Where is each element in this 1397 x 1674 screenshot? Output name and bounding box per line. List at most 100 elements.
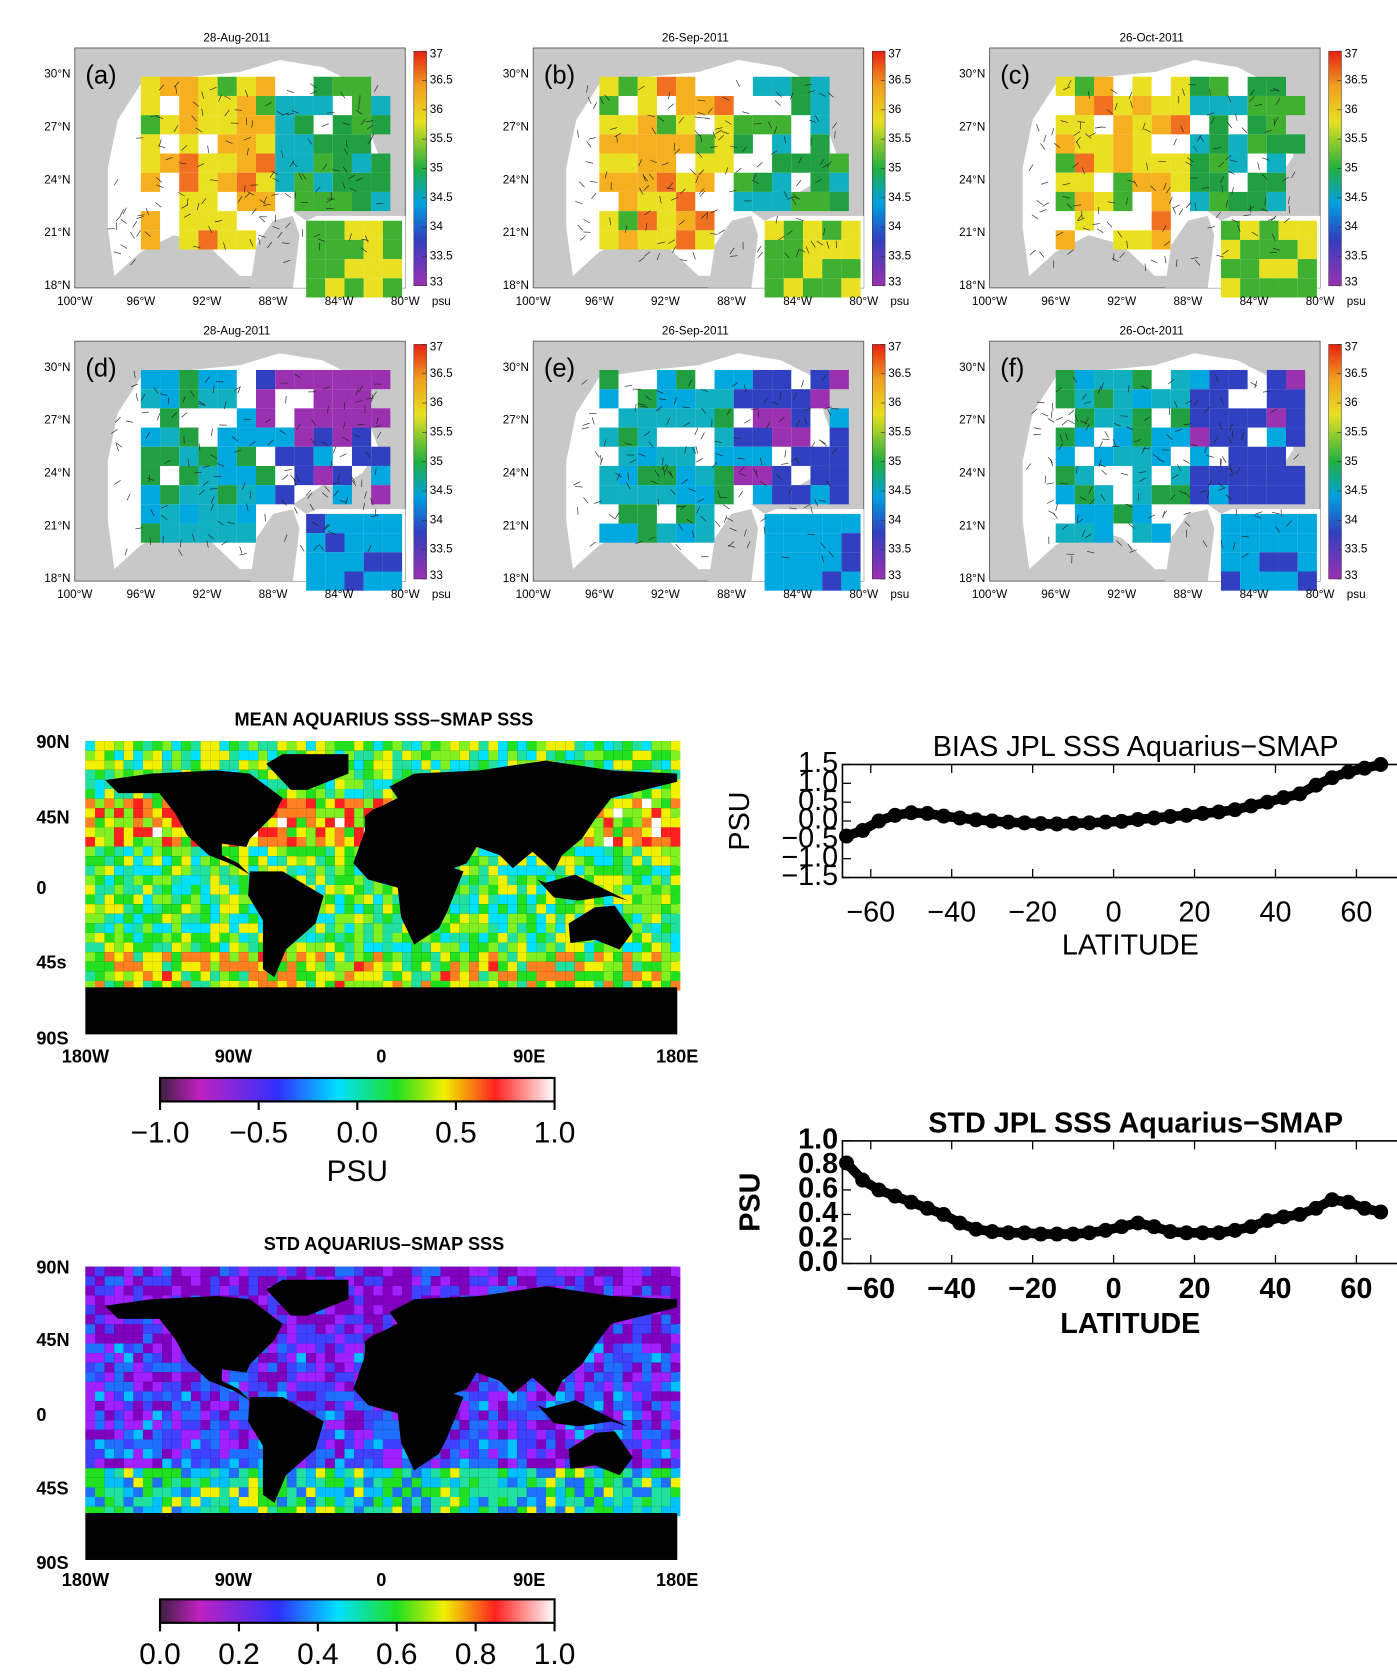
- map-cell: [105, 1420, 115, 1430]
- map-cell: [613, 1487, 623, 1497]
- map-cell: [460, 914, 470, 924]
- salinity-cell: [1075, 96, 1094, 115]
- map-cell: [565, 741, 575, 751]
- map-cell: [412, 943, 422, 953]
- lon-label: 88°W: [259, 295, 289, 308]
- map-cell: [297, 808, 307, 818]
- map-cell: [325, 1497, 335, 1507]
- map-cell: [181, 1439, 191, 1449]
- salinity-cell: [141, 504, 160, 523]
- salinity-cell: [218, 447, 237, 466]
- lon-label: 84°W: [325, 295, 355, 308]
- salinity-cell: [1190, 96, 1209, 115]
- salinity-cell: [772, 77, 791, 96]
- map-cell: [172, 933, 182, 943]
- map-cell: [652, 933, 662, 943]
- map-cell: [671, 971, 681, 981]
- map-cell: [383, 914, 393, 924]
- map-cell: [249, 856, 259, 866]
- map-cell: [239, 952, 249, 962]
- map-cell: [652, 1382, 662, 1392]
- map-cell: [431, 1478, 441, 1488]
- map-cell: [181, 1420, 191, 1430]
- map-cell: [661, 1497, 671, 1507]
- map-cell: [297, 1363, 307, 1373]
- map-cell: [172, 1286, 182, 1296]
- map-cell: [584, 1391, 594, 1401]
- map-cell: [114, 933, 124, 943]
- map-cell: [191, 895, 201, 905]
- map-cell: [153, 856, 163, 866]
- salinity-cell: [791, 428, 810, 447]
- colorbar-tick-label: 36.5: [888, 74, 911, 87]
- map-cell: [181, 914, 191, 924]
- map-cell: [85, 770, 95, 780]
- map-cell: [517, 1391, 527, 1401]
- map-cell: [479, 751, 489, 761]
- map-cell: [124, 1363, 134, 1373]
- salinity-cell: [791, 447, 810, 466]
- map-cell: [373, 1411, 383, 1421]
- map-cell: [220, 1286, 230, 1296]
- map-cell: [306, 962, 316, 972]
- salinity-cell: [657, 230, 676, 249]
- gulf-panel: 28-Aug-2011(a)30°N27°N24°N21°N18°N100°W9…: [44, 31, 453, 307]
- map-cell: [316, 847, 326, 857]
- map-cell: [143, 808, 153, 818]
- map-cell: [345, 856, 355, 866]
- map-cell: [85, 837, 95, 847]
- map-cell: [220, 1401, 230, 1411]
- lon-label: 96°W: [126, 588, 156, 601]
- map-cell: [239, 1420, 249, 1430]
- map-cell: [469, 1267, 479, 1277]
- map-cell: [469, 1411, 479, 1421]
- salinity-cell: [256, 115, 275, 134]
- map-cell: [488, 875, 498, 885]
- map-cell: [143, 1439, 153, 1449]
- colorbar-tick-label: 33: [888, 569, 901, 582]
- map-cell: [249, 1497, 259, 1507]
- lat-label: 27°N: [503, 414, 529, 427]
- salinity-cell: [1228, 370, 1247, 389]
- salinity-cell: [830, 154, 849, 173]
- lat-label: 30°N: [44, 68, 70, 81]
- map-cell: [287, 1315, 297, 1325]
- map-cell: [210, 1487, 220, 1497]
- map-cell: [613, 741, 623, 751]
- salinity-cell: [1056, 485, 1075, 504]
- map-cell: [201, 923, 211, 933]
- map-cell: [345, 1372, 355, 1382]
- map-cell: [604, 952, 614, 962]
- map-cell: [613, 1363, 623, 1373]
- map-cell: [316, 923, 326, 933]
- map-cell: [268, 827, 278, 837]
- map-cell: [143, 943, 153, 953]
- map-cell: [661, 1420, 671, 1430]
- salinity-cell: [198, 77, 217, 96]
- map-cell: [345, 1449, 355, 1459]
- map-cell: [325, 962, 335, 972]
- map-cell: [172, 1430, 182, 1440]
- map-cell: [575, 866, 585, 876]
- map-cell: [671, 1401, 681, 1411]
- salinity-cell: [314, 173, 333, 192]
- map-cell: [143, 1478, 153, 1488]
- map-cell: [479, 1459, 489, 1469]
- salinity-cell: [765, 552, 784, 571]
- map-cell: [345, 933, 355, 943]
- salinity-cell: [1209, 389, 1228, 408]
- salinity-cell: [638, 504, 657, 523]
- map-cell: [354, 1459, 364, 1469]
- map-cell: [373, 789, 383, 799]
- salinity-cell: [676, 77, 695, 96]
- map-cell: [239, 943, 249, 953]
- map-cell: [450, 1478, 460, 1488]
- colorbar-tick-label: 34: [430, 513, 444, 526]
- map-cell: [85, 875, 95, 885]
- salinity-cell: [345, 552, 364, 571]
- lon-label: 92°W: [1107, 588, 1137, 601]
- map-cell: [162, 904, 172, 914]
- map-cell: [575, 1276, 585, 1286]
- map-cell: [133, 1286, 143, 1296]
- salinity-cell: [345, 240, 364, 259]
